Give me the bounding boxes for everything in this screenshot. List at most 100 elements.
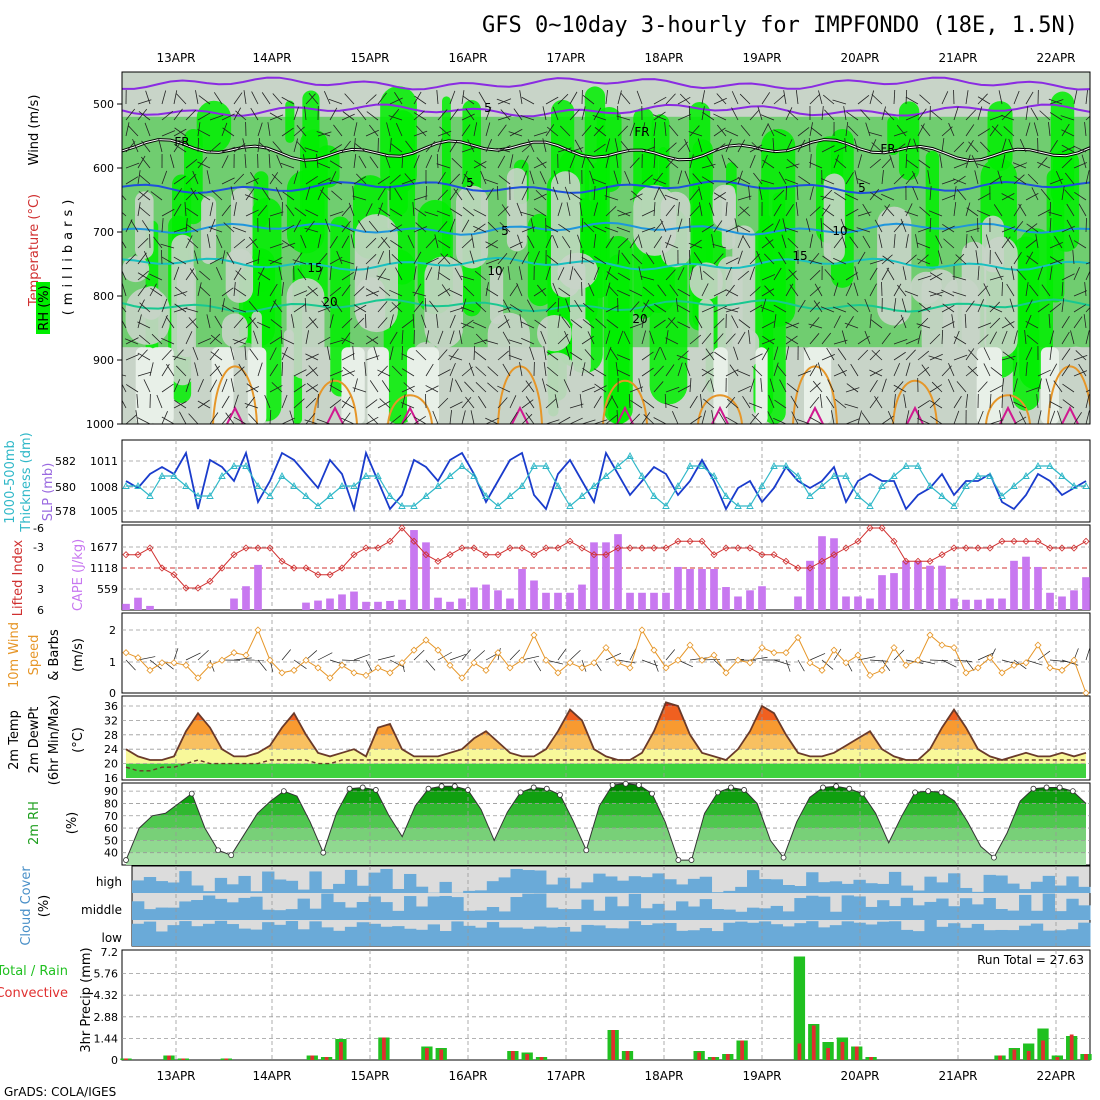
wind-barb [487,366,499,377]
surface-wind-barb [569,649,581,661]
wind-barb [186,224,199,233]
cloud-cover-bars [132,868,1091,946]
wind-speed-marker [974,664,982,672]
cape-bar [362,601,370,610]
cloud-cover-bar [321,889,334,893]
wind-barb [176,93,187,105]
wind-barb [870,319,883,329]
wind-barb [125,337,139,345]
slp-label: SLP (mb) [41,463,56,522]
wind-barb [677,96,691,105]
wind-barb [869,314,872,329]
wind-barb [857,94,870,105]
wind-barb [917,306,932,313]
wind-barb [749,109,760,121]
wind-barb [714,351,727,361]
wind-barb [137,299,145,313]
li-marker [806,564,814,572]
cloud-cover-bar [474,910,488,920]
wind-barb [1035,234,1039,249]
temp-tick-label: 32 [104,714,118,727]
wind-barb [713,253,724,265]
wind-barb [329,370,344,377]
rh-tick-label: 40 [104,847,118,860]
wind-barb [737,270,750,281]
wind-barb [221,177,235,185]
lifted-index-label: Lifted Index [11,539,26,616]
wind-barb [751,365,763,377]
cloud-cover-panel: high middle low Cloud Cover (%) [19,865,1091,947]
wind-barb [208,227,223,233]
wind-barb [169,154,175,169]
wind-barb [138,111,151,121]
rh-blob-pale [407,347,440,424]
cloud-cover-bar [380,868,393,893]
wind-barb [569,362,573,377]
wind-barb [304,298,307,313]
thickness-marker [650,492,658,499]
wind-barb [185,318,197,329]
thickness-marker [182,482,190,489]
wind-barb [305,175,318,185]
thickness-marker [374,472,382,479]
thickness-marker [158,472,166,479]
wind-barb [776,364,787,377]
wind-barb [761,223,774,233]
rh-blob-dry [487,312,530,424]
wind-barb [689,415,702,424]
wind-barb [173,256,187,265]
wind-barb [509,154,514,169]
surface-wind-barb [1049,659,1068,663]
cloud-cover-bar [1019,894,1032,920]
cloud-cover-bar [1030,910,1044,920]
wind-speed-marker [950,644,958,652]
surface-wind-barb [173,648,179,661]
thickness-marker [542,462,550,469]
li-marker [830,551,838,559]
wind-barb [425,237,436,249]
li-marker [530,551,538,559]
wind-barb [939,154,943,169]
wind-barb [666,158,679,169]
wind-barb [1049,346,1053,361]
wind-barb [857,349,869,361]
cloud-cover-bar [569,931,582,946]
wind-barb [974,170,979,185]
wind-barb [977,192,991,201]
cloud-cover-bar [356,902,370,920]
wind-barb [623,331,631,345]
wind-barb [281,224,295,233]
wind-speed-marker [662,664,670,672]
rh-marker [728,784,734,791]
wind-barb [953,336,967,345]
li-marker [146,544,154,552]
wind-barb [281,282,284,297]
wind-barb [1010,266,1015,281]
wind-barb [475,333,487,345]
wind-barb [341,370,356,377]
cloud-cover-bar [202,895,216,920]
wind-barb [919,94,931,105]
cape-bar [326,598,334,610]
wind-barb [1085,330,1090,345]
wind-barb [653,381,664,393]
wind-barb [582,367,595,377]
wind-barb [137,202,141,217]
wind-barb [519,90,523,105]
cloud-cover-bar [380,926,393,946]
wind-barb [281,96,295,105]
wind-barb [629,322,644,329]
wind-barb [1025,239,1038,249]
wind-barb [137,170,141,185]
wind-barb [665,93,676,105]
wind-barb [400,402,415,409]
wind-barb [1061,129,1075,137]
wind-barb [881,204,891,217]
wind-barb [684,170,691,185]
surface-wind-barb [809,653,826,661]
wind-barb [916,323,931,329]
wind-barb [390,240,403,249]
wind-barb [886,267,895,281]
wind-barb [758,186,763,201]
